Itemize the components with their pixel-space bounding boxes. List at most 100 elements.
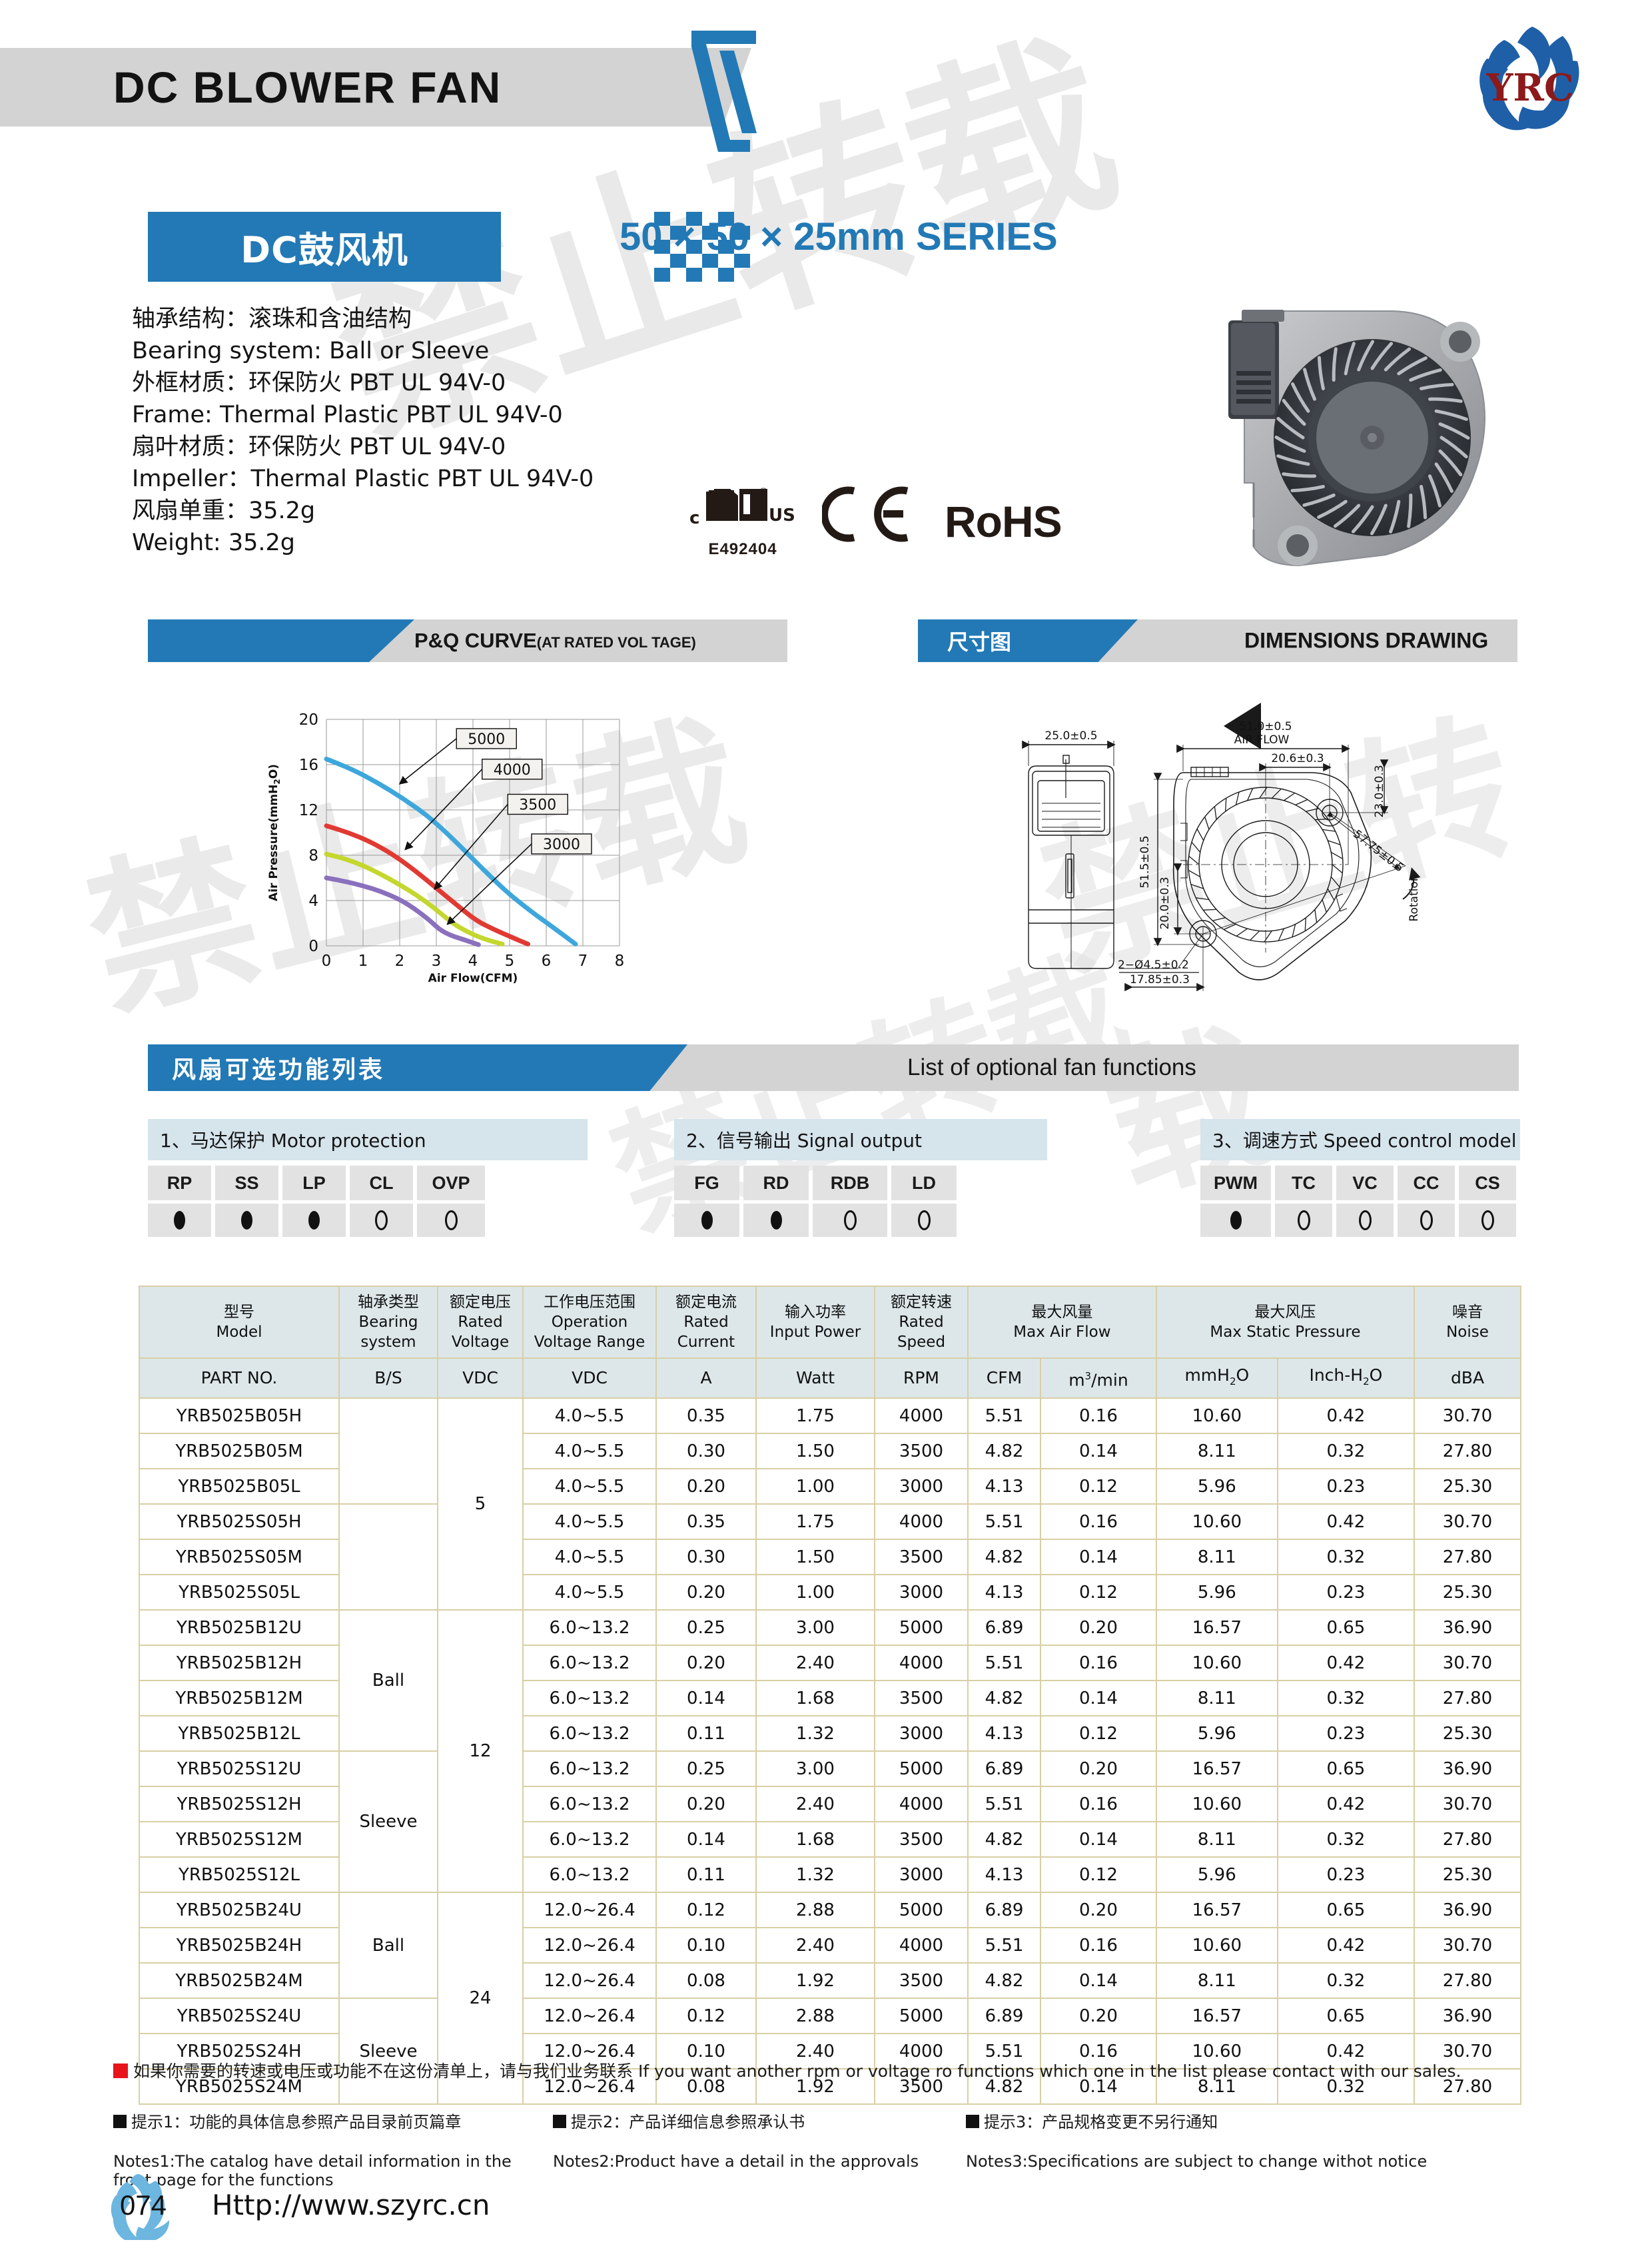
cell-rated-current: 0.20 — [655, 1645, 757, 1681]
function-option-key: SS — [215, 1166, 278, 1200]
dim-hole-x: 20.6±0.3 — [1271, 752, 1324, 765]
cell-m3min: 0.12 — [1040, 1468, 1157, 1505]
specification-list: 轴承结构：滚珠和含油结构 Bearing system: Ball or Sle… — [132, 303, 594, 559]
function-option[interactable]: CC — [1398, 1166, 1455, 1237]
cell-m3min: 0.14 — [1040, 1433, 1157, 1469]
function-group-title: 1、马达保护 Motor protection — [148, 1119, 588, 1160]
cell-voltage-range: 12.0~26.4 — [522, 1962, 657, 1999]
cell-inch-h2o: 0.42 — [1276, 1645, 1416, 1681]
table-row: YRB5025B05L 4.0~5.5 0.20 1.00 3000 4.13 0.12 5.… — [139, 1468, 1521, 1505]
cell-noise: 27.80 — [1414, 1433, 1521, 1469]
chart-y-tick: 4 — [308, 893, 318, 910]
function-option-key: FG — [674, 1166, 739, 1200]
function-option[interactable]: RD — [743, 1166, 809, 1237]
cell-model: YRB5025S12U — [139, 1750, 340, 1787]
cell-mmh2o: 8.11 — [1155, 1539, 1278, 1575]
cell-model: YRB5025B05H — [139, 1397, 340, 1434]
chart-x-tick: 5 — [505, 952, 515, 970]
function-option[interactable]: TC — [1275, 1166, 1332, 1237]
cell-input-power: 3.00 — [755, 1750, 875, 1787]
chart-callout-box — [456, 728, 517, 749]
col-header-rated-speed: 额定转速 Rated Speed — [874, 1286, 969, 1359]
cell-m3min: 0.16 — [1040, 1645, 1157, 1681]
function-option[interactable]: LD — [891, 1166, 957, 1237]
function-option[interactable]: FG — [674, 1166, 739, 1237]
cell-cfm: 6.89 — [967, 1609, 1042, 1646]
cell-rated-voltage: 12 — [437, 1609, 524, 1893]
cell-cfm: 6.89 — [967, 1892, 1042, 1928]
cell-cfm: 5.51 — [967, 1645, 1042, 1681]
cell-rated-current: 0.20 — [655, 1468, 757, 1505]
table-units-row: PART NO. B/S VDC VDC A Watt RPM CFM m3/m… — [139, 1357, 1521, 1399]
banner-chevron-icon — [691, 31, 757, 152]
cell-rated-speed: 3000 — [874, 1468, 969, 1505]
function-option-state — [282, 1204, 346, 1237]
cell-noise: 27.80 — [1414, 1962, 1521, 1999]
note-item: 提示3：产品规格变更不另行通知 Notes3:Specifications ar… — [966, 2109, 1432, 2189]
cell-m3min: 0.14 — [1040, 1680, 1157, 1716]
cell-rated-current: 0.30 — [655, 1539, 757, 1575]
cell-noise: 36.90 — [1414, 1750, 1521, 1787]
table-row: YRB5025B24H 12.0~26.4 0.10 2.40 4000 5.51 0.16… — [139, 1927, 1521, 1964]
cell-rated-current: 0.12 — [655, 1892, 757, 1928]
cell-model: YRB5025B12L — [139, 1715, 340, 1752]
function-option-state — [1398, 1204, 1455, 1237]
cell-input-power: 2.88 — [755, 1998, 875, 2034]
table-row: YRB5025B24U Ball 24 12.0~26.4 0.12 2.88 5000 6.… — [139, 1892, 1521, 2105]
cell-mmh2o: 10.60 — [1155, 1645, 1278, 1681]
chart-x-tick: 2 — [395, 952, 405, 970]
cell-inch-h2o: 0.42 — [1276, 1927, 1416, 1964]
cell-rated-speed: 3500 — [874, 1680, 969, 1716]
ul-certification: c ® US E492404 — [686, 478, 799, 559]
svg-text:®: ® — [758, 486, 769, 498]
cell-inch-h2o: 0.32 — [1276, 1539, 1416, 1575]
chart-y-tick: 0 — [308, 938, 318, 955]
table-row: YRB5025B05M 4.0~5.5 0.30 1.50 3500 4.82 0.14 8.… — [139, 1433, 1521, 1469]
chart-y-tick-labels: 0 4 8 12 16 20 — [299, 711, 318, 955]
section-label-opt-cn: 风扇可选功能列表 — [172, 1056, 386, 1083]
chart-series-5000 — [324, 757, 578, 946]
cell-inch-h2o: 0.23 — [1276, 1468, 1416, 1505]
cell-model: YRB5025S05L — [139, 1574, 340, 1611]
page-number: 074 — [119, 2189, 167, 2221]
cell-model: YRB5025B05M — [139, 1433, 340, 1469]
table-row: YRB5025B12U Ball 12 6.0~13.2 0.25 3.00 5000 6.8… — [139, 1609, 1521, 1893]
cell-mmh2o: 10.60 — [1155, 1397, 1278, 1434]
filled-dot-icon — [1230, 1211, 1242, 1230]
cell-inch-h2o: 0.65 — [1276, 1998, 1416, 2034]
cell-rated-current: 0.08 — [655, 2068, 757, 2105]
dim-hole-y: 23.0±0.3 — [1373, 765, 1386, 817]
chart-callout-label: 5000 — [468, 731, 505, 748]
checker-pattern-icon — [654, 212, 750, 282]
cell-input-power: 1.00 — [755, 1574, 875, 1611]
svg-text:c: c — [689, 508, 699, 528]
cell-voltage-range: 6.0~13.2 — [522, 1609, 657, 1646]
function-option[interactable]: OVP — [417, 1166, 485, 1237]
function-option[interactable]: PWM — [1200, 1166, 1271, 1237]
cell-voltage-range: 4.0~5.5 — [522, 1574, 657, 1611]
section-label-opt-en: List of optional fan functions — [907, 1054, 1196, 1080]
cell-m3min: 0.16 — [1040, 1927, 1157, 1964]
function-option[interactable]: RP — [148, 1166, 211, 1237]
cell-rated-current: 0.20 — [655, 1786, 757, 1822]
cell-rated-current: 0.25 — [655, 1609, 757, 1646]
cell-voltage-range: 6.0~13.2 — [522, 1856, 657, 1893]
cell-rated-current: 0.20 — [655, 1574, 757, 1611]
function-option-key: LD — [891, 1166, 957, 1200]
function-option-state — [1200, 1204, 1271, 1237]
function-option[interactable]: RDB — [813, 1166, 887, 1237]
cell-cfm: 6.89 — [967, 1750, 1042, 1787]
function-option[interactable]: CS — [1459, 1166, 1516, 1237]
cell-rated-voltage: 24 — [437, 1892, 524, 2105]
function-option[interactable]: SS — [215, 1166, 278, 1237]
function-option[interactable]: VC — [1336, 1166, 1394, 1237]
function-option[interactable]: LP — [282, 1166, 346, 1237]
cell-inch-h2o: 0.42 — [1276, 1397, 1416, 1434]
cell-noise: 36.90 — [1414, 1998, 1521, 2034]
function-option[interactable]: CL — [350, 1166, 413, 1237]
cell-mmh2o: 5.96 — [1155, 1574, 1278, 1611]
product-photo — [1228, 310, 1485, 567]
cell-inch-h2o: 0.32 — [1276, 1962, 1416, 1999]
website-url[interactable]: Http://www.szyrc.cn — [212, 2189, 490, 2221]
